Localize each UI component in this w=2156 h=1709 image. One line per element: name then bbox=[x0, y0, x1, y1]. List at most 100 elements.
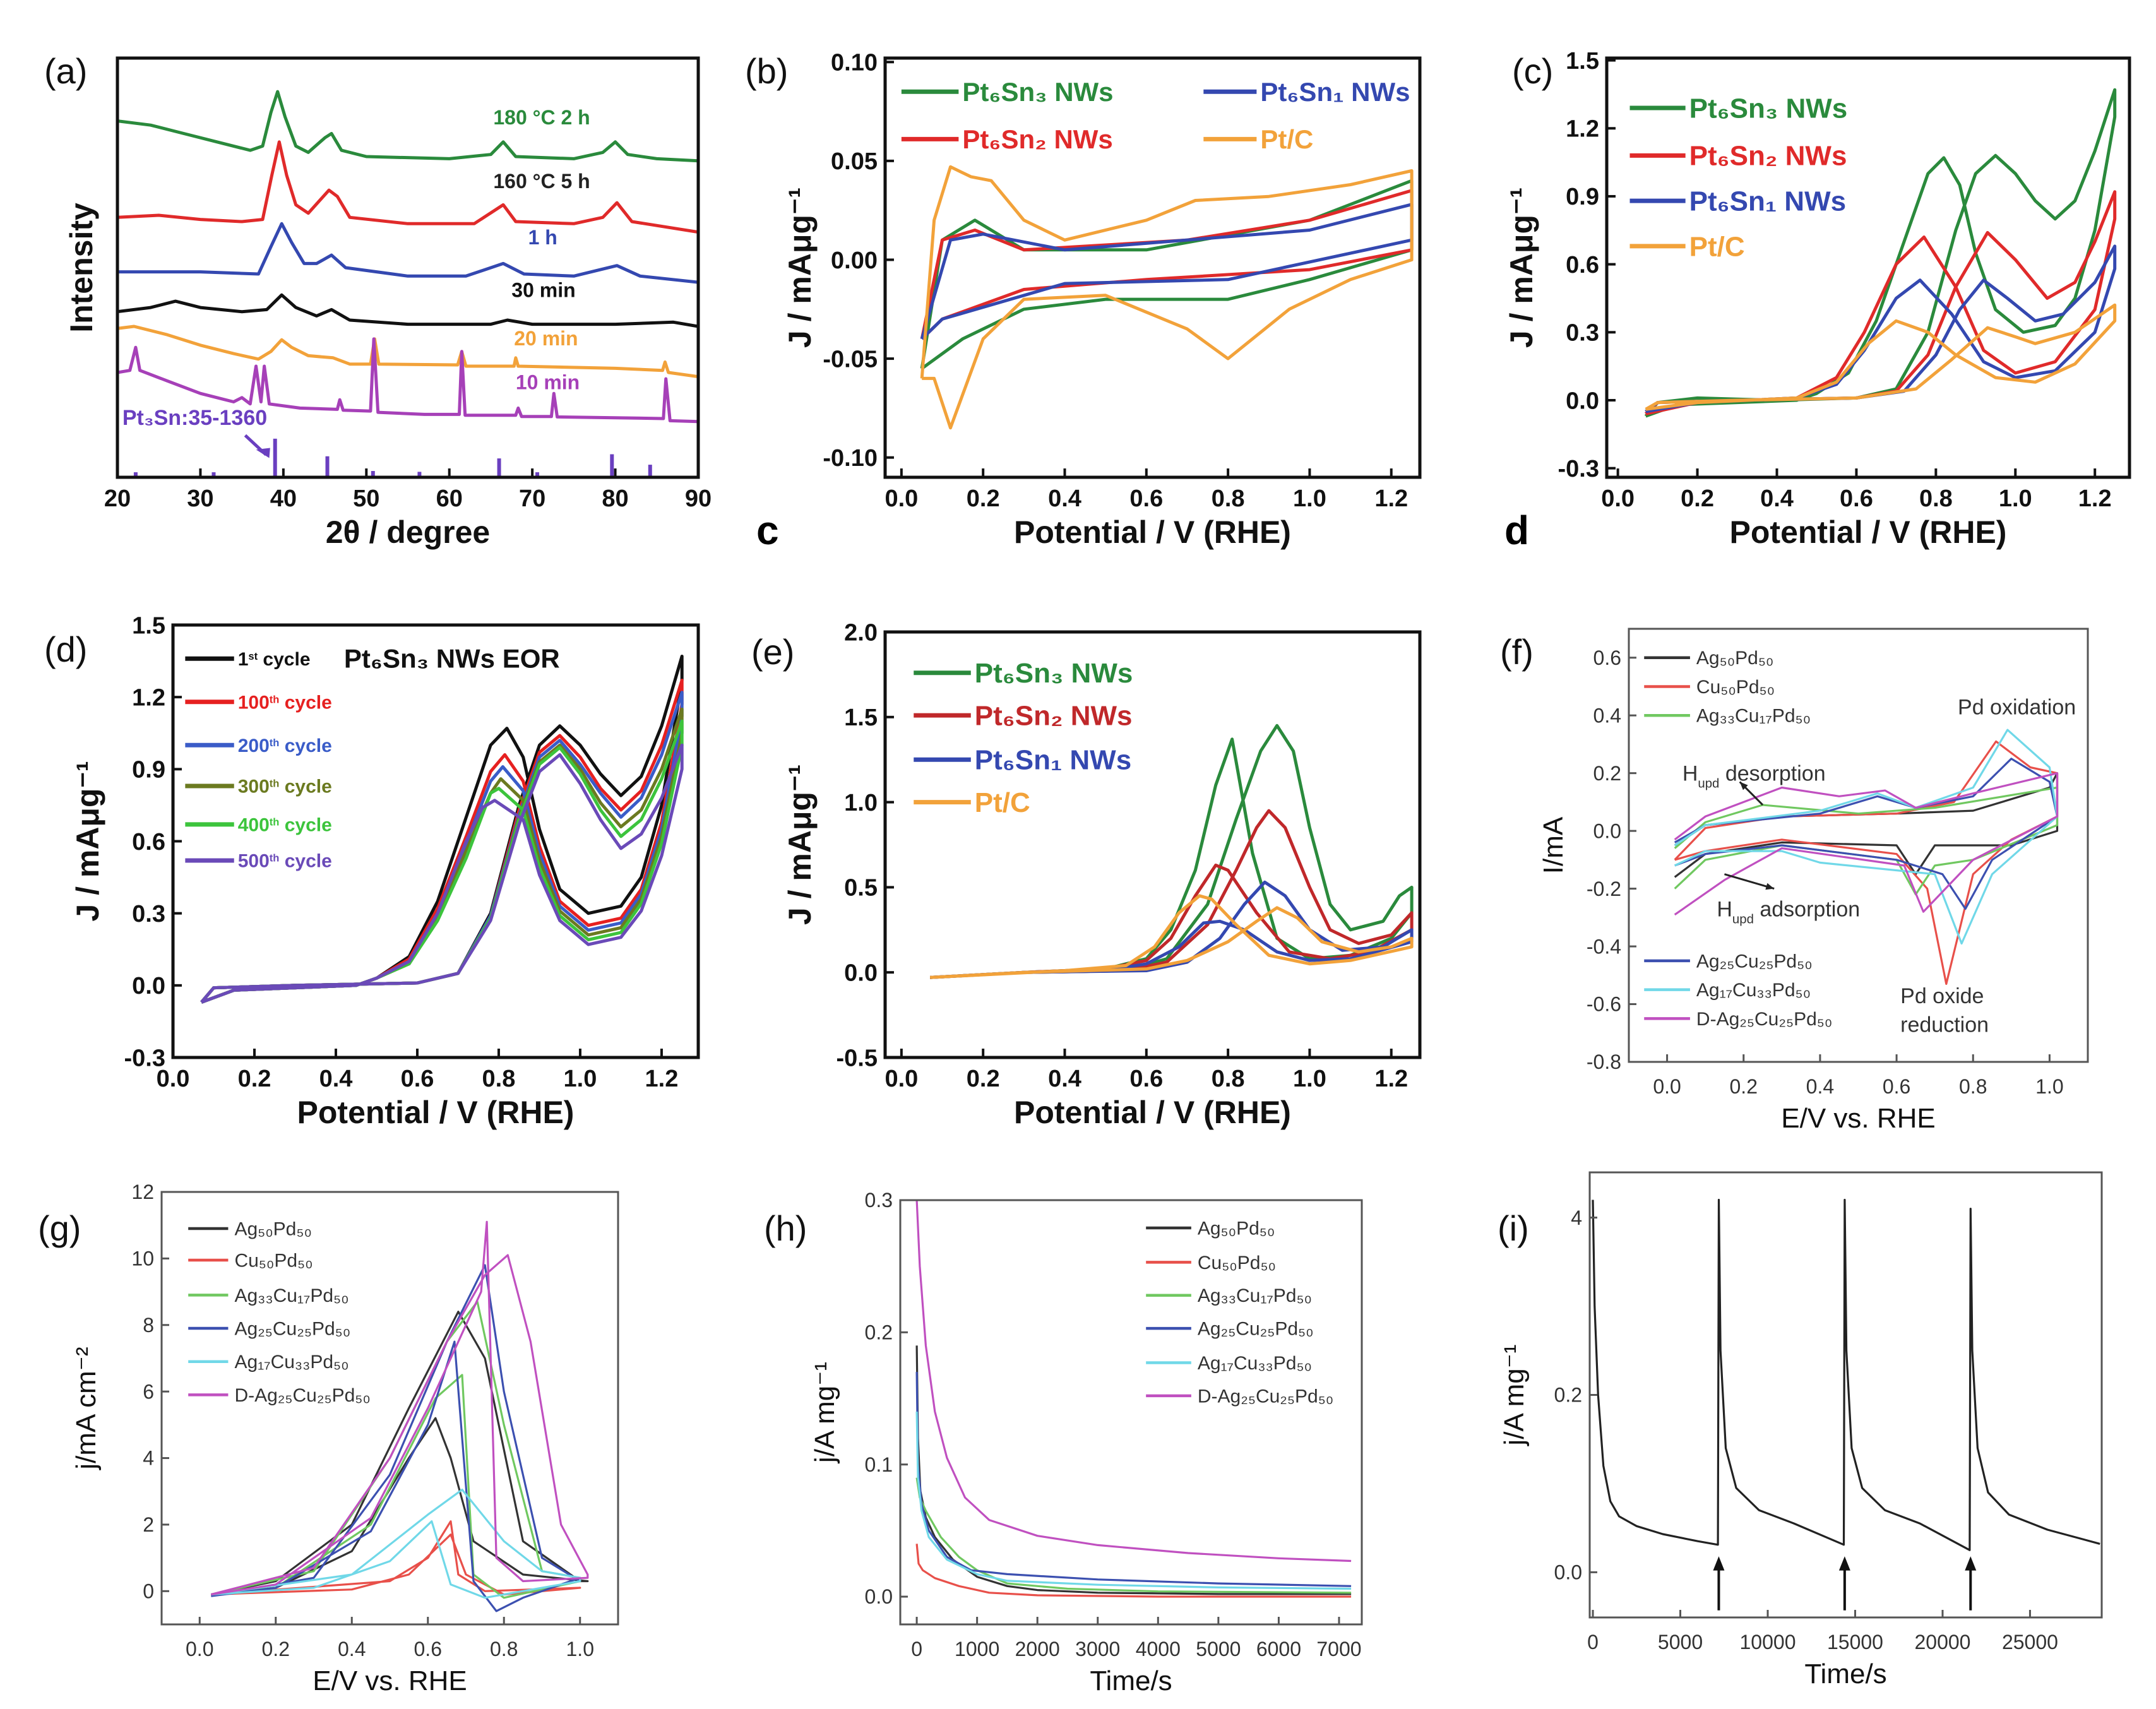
annotation-arrow-head bbox=[1765, 883, 1775, 890]
y-tick-label: 0.9 bbox=[1566, 184, 1599, 210]
y-tick-label: 2 bbox=[143, 1513, 154, 1536]
panel-label: (a) bbox=[44, 51, 87, 91]
legend-label: 100th cycle bbox=[238, 692, 332, 713]
y-tick-label: -0.05 bbox=[823, 346, 878, 372]
annotation-main: Pd oxidation bbox=[1958, 695, 2076, 719]
legend-cycle-number: 200 bbox=[238, 735, 270, 756]
y-tick-label: 0.0 bbox=[865, 1585, 893, 1608]
series-line-3 bbox=[1645, 303, 2117, 411]
legend-entry: Ag₃₃Cu₁₇Pd₅₀ bbox=[1644, 706, 1811, 727]
legend: Ag₅₀Pd₅₀ Cu₅₀Pd₅₀ Ag₃₃Cu₁₇Pd₅₀ Ag₂₅Cu₂₅Pd₅₀… bbox=[1644, 648, 1832, 1030]
x-tick-label: 1.0 bbox=[2035, 1075, 2063, 1098]
legend-entry: Cu₅₀Pd₅₀ bbox=[188, 1251, 313, 1271]
y-tick-label: 0.0 bbox=[844, 960, 878, 987]
series-line-0 bbox=[1674, 772, 2059, 878]
series-line-5 bbox=[200, 743, 684, 1004]
legend-cycle-number: 300 bbox=[238, 776, 270, 797]
x-tick-label: 0.8 bbox=[1919, 485, 1953, 512]
series-line-5 bbox=[210, 1220, 589, 1596]
annotation-text: Hupd desorption bbox=[1683, 762, 1826, 791]
legend-entry: 100th cycle bbox=[185, 692, 332, 713]
plot-frame bbox=[899, 1199, 1363, 1626]
legend-ordinal-suffix: th bbox=[270, 852, 280, 864]
annotation-text: Pd oxide bbox=[1900, 984, 1984, 1008]
panel-h: (h) 0 1000 2000 3000 4000 5000 6000 7000 0.0 0.1 0.… bbox=[764, 1189, 1363, 1696]
series-line-3 bbox=[920, 165, 1414, 430]
x-tick-label: 1.0 bbox=[1293, 1066, 1326, 1092]
legend-entry: Ag₁₇Cu₃₃Pd₅₀ bbox=[1146, 1353, 1312, 1374]
panel-i: (i) 0 5000 10000 15000 20000 25000 0.0 0.2 4 Time/… bbox=[1498, 1171, 2103, 1689]
x-axis-label: Potential / V (RHE) bbox=[297, 1095, 575, 1130]
x-tick-label: 5000 bbox=[1196, 1638, 1241, 1660]
series-label-3: 30 min bbox=[511, 278, 575, 301]
legend-title: Pt₆Sn₃ NWs EOR bbox=[344, 643, 560, 673]
y-tick-label: 2.0 bbox=[844, 619, 878, 646]
x-tick-label: 0.8 bbox=[1212, 1066, 1245, 1092]
x-tick-label: 1.0 bbox=[1293, 485, 1326, 512]
legend-ordinal-suffix: th bbox=[270, 816, 280, 828]
y-tick-label: 1.2 bbox=[1566, 116, 1599, 143]
legend-label: Pt₆Sn₃ NWs bbox=[1689, 93, 1848, 124]
x-tick-label: 7000 bbox=[1316, 1638, 1361, 1660]
annotation-main: Pd oxide bbox=[1900, 984, 1984, 1008]
series-line-4 bbox=[211, 1489, 581, 1599]
legend-cycle-number: 400 bbox=[238, 814, 270, 835]
x-tick-label: 0.8 bbox=[1959, 1075, 1987, 1098]
y-tick-label: 0.4 bbox=[1593, 704, 1621, 727]
panel-c: (c)0.0 0.2 0.4 0.6 0.8 1.0 1.2-0.30.00.30.60.9… bbox=[1504, 48, 2131, 550]
series-line-4 bbox=[117, 325, 698, 379]
legend: Pt₆Sn₃ NWs Pt₆Sn₂ NWs Pt₆Sn₁ NWs Pt/C bbox=[901, 77, 1410, 154]
x-axis-label: Potential / V (RHE) bbox=[1014, 515, 1291, 550]
legend-entry: Pt/C bbox=[1629, 231, 1745, 262]
y-axis-label: Intensity bbox=[64, 203, 99, 333]
x-tick-label: 0.4 bbox=[1806, 1075, 1834, 1098]
legend-entry: Ag₁₇Cu₃₃Pd₅₀ bbox=[188, 1352, 349, 1373]
legend-label: 500th cycle bbox=[238, 850, 332, 871]
y-tick-label: 1.5 bbox=[844, 705, 878, 731]
legend-entry: Ag₅₀Pd₅₀ bbox=[1644, 648, 1773, 669]
panel-d: (d)0.0 0.2 0.4 0.6 0.8 1.0 1.2-0.30.00.30.60.9… bbox=[44, 612, 700, 1130]
legend: Ag₅₀Pd₅₀ Cu₅₀Pd₅₀ Ag₃₃Cu₁₇Pd₅₀ Ag₂₅Cu₂₅Pd₅₀… bbox=[1146, 1218, 1333, 1407]
plot-frame bbox=[171, 623, 700, 1059]
x-tick-label: 0.2 bbox=[262, 1638, 290, 1660]
legend-entry: Pt₆Sn₁ NWs bbox=[1203, 77, 1410, 107]
y-axis-label: J / mAμg⁻¹ bbox=[782, 765, 818, 925]
legend-label: Ag₃₃Cu₁₇Pd₅₀ bbox=[234, 1285, 348, 1306]
y-tick-label: 0.0 bbox=[132, 973, 165, 999]
x-tick-label: 15000 bbox=[1827, 1631, 1883, 1653]
series-line-1 bbox=[1644, 190, 2117, 415]
y-tick-label: 0.6 bbox=[1593, 646, 1621, 669]
x-tick-label: 0.4 bbox=[338, 1638, 366, 1660]
x-tick-label: 0.4 bbox=[1048, 485, 1081, 512]
x-tick-label: 1.0 bbox=[1999, 485, 2032, 512]
legend-entry: D-Ag₂₅Cu₂₅Pd₅₀ bbox=[188, 1385, 371, 1406]
legend-cycle-word: cycle bbox=[279, 776, 331, 797]
legend-label: Pt₆Sn₁ NWs bbox=[1260, 77, 1410, 107]
legend-cycle-word: cycle bbox=[279, 850, 331, 871]
x-tick-label: 0.6 bbox=[1129, 485, 1163, 512]
legend-label: D-Ag₂₅Cu₂₅Pd₅₀ bbox=[1198, 1386, 1333, 1407]
legend-label: Cu₅₀Pd₅₀ bbox=[234, 1251, 313, 1271]
series-line-1 bbox=[117, 140, 698, 234]
panel-label: (f) bbox=[1500, 632, 1534, 672]
legend-label: Ag₃₃Cu₁₇Pd₅₀ bbox=[1696, 706, 1811, 727]
x-tick-label: 10000 bbox=[1740, 1631, 1796, 1653]
injection-arrow-head bbox=[1838, 1556, 1850, 1571]
series-group bbox=[1674, 729, 2059, 986]
legend-cycle-word: cycle bbox=[279, 692, 331, 713]
legend-label: Ag₅₀Pd₅₀ bbox=[1696, 648, 1773, 669]
legend-label: Ag₁₇Cu₃₃Pd₅₀ bbox=[1696, 980, 1811, 1001]
series-line-0 bbox=[915, 1345, 1352, 1595]
y-tick-label: 0.6 bbox=[1566, 252, 1599, 278]
y-tick-label: 0.00 bbox=[831, 247, 878, 274]
legend-label: 1st cycle bbox=[238, 649, 311, 670]
x-tick-label: 20 bbox=[104, 485, 131, 512]
legend-entry: D-Ag₂₅Cu₂₅Pd₅₀ bbox=[1644, 1009, 1832, 1030]
legend-cycle-number: 1 bbox=[238, 649, 249, 670]
y-tick-label: 0.3 bbox=[1566, 320, 1599, 347]
x-tick-label: 0 bbox=[1587, 1631, 1599, 1653]
y-tick-label: 0.0 bbox=[1593, 819, 1621, 842]
y-tick-label: 0.5 bbox=[844, 875, 878, 902]
x-tick-label: 90 bbox=[685, 485, 712, 512]
series-group bbox=[920, 165, 1414, 430]
